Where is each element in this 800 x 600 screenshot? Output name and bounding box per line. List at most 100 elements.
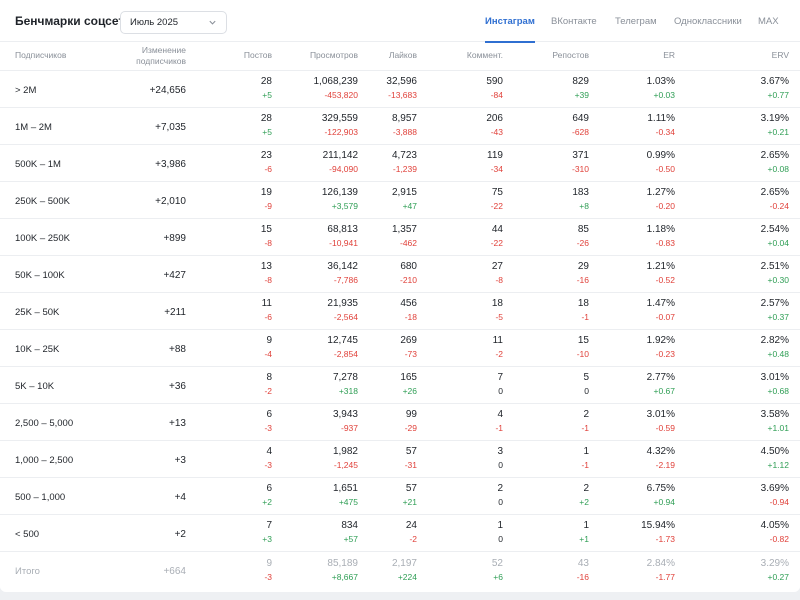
comments-value: 52 [491, 557, 503, 569]
table-row: 1,000 – 2,500 +3 4 -3 1,982 -1,245 57 -31 3 0 1 -1 4… [0, 440, 800, 478]
comments-delta: 0 [498, 497, 503, 507]
erv-value: 4.05% [760, 520, 789, 531]
table-row: > 2M +24,656 28 +5 1,068,239 -453,820 32,596 -1… [0, 70, 800, 108]
erv-value: 3.58% [760, 409, 789, 420]
posts-cell: 7 +3 [186, 514, 272, 552]
likes-value: 24 [405, 520, 417, 531]
comments-cell: 44 -22 [417, 218, 503, 256]
col-likes[interactable]: Лайков [358, 42, 417, 71]
likes-delta: +224 [397, 571, 417, 582]
posts-delta: -6 [264, 164, 272, 174]
erv-delta: +1.12 [767, 460, 789, 470]
reposts-delta: -26 [576, 238, 589, 248]
erv-delta: -0.24 [769, 201, 789, 211]
tab-odnoklassniki[interactable]: Одноклассники [674, 16, 742, 27]
reposts-value: 649 [572, 113, 589, 124]
month-select[interactable]: Июль 2025 [120, 11, 227, 34]
erv-value: 2.65% [760, 187, 789, 198]
erv-cell: 3.67% +0.77 [675, 70, 800, 108]
reposts-delta: -16 [576, 571, 589, 582]
er-value: 1.92% [646, 335, 675, 346]
er-cell: 1.92% -0.23 [589, 329, 675, 367]
likes-cell: 57 -31 [358, 440, 417, 478]
likes-delta: -1,239 [392, 164, 417, 174]
er-delta: -0.07 [655, 312, 675, 322]
subs-change-cell: +24,656 [100, 70, 186, 108]
erv-cell: 2.54% +0.04 [675, 218, 800, 256]
tab-vkontakte[interactable]: ВКонтакте [551, 16, 597, 27]
comments-delta: -84 [490, 90, 503, 100]
reposts-cell: 829 +39 [503, 70, 589, 108]
likes-value: 680 [400, 261, 417, 272]
comments-delta: -22 [490, 238, 503, 248]
col-comments[interactable]: Коммент. [417, 42, 503, 71]
views-delta: +8,667 [331, 571, 358, 582]
tab-instagram[interactable]: Инстаграм [485, 0, 535, 43]
views-cell: 329,559 -122,903 [272, 107, 358, 145]
posts-delta: +5 [262, 127, 272, 137]
subs-change-cell: +2 [100, 514, 186, 552]
comments-delta: 0 [498, 534, 503, 544]
er-delta: +0.67 [653, 386, 675, 396]
likes-cell: 24 -2 [358, 514, 417, 552]
reposts-delta: +2 [579, 497, 589, 507]
views-delta: +475 [338, 497, 358, 507]
erv-delta: +0.68 [767, 386, 789, 396]
er-value: 0.99% [646, 150, 675, 161]
likes-cell: 680 -210 [358, 255, 417, 293]
likes-cell: 456 -18 [358, 292, 417, 330]
views-value: 68,813 [327, 224, 358, 235]
subs-change-cell: +3,986 [100, 144, 186, 182]
range-cell: 2,500 – 5,000 [0, 403, 100, 441]
range-cell: 1,000 – 2,500 [0, 440, 100, 478]
posts-value: 9 [266, 557, 272, 569]
views-cell: 834 +57 [272, 514, 358, 552]
col-er[interactable]: ER [589, 42, 675, 71]
er-cell: 1.27% -0.20 [589, 181, 675, 219]
er-delta: -0.50 [655, 164, 675, 174]
subs-change-value: +7,035 [155, 121, 186, 133]
likes-value: 57 [405, 446, 417, 457]
range-cell: Итого [0, 551, 100, 589]
col-views[interactable]: Просмотров [272, 42, 358, 71]
tab-max[interactable]: MAX [758, 16, 779, 27]
posts-cell: 9 -3 [186, 551, 272, 589]
table-body: > 2M +24,656 28 +5 1,068,239 -453,820 32,596 -1… [0, 70, 800, 589]
views-cell: 7,278 +318 [272, 366, 358, 404]
likes-cell: 57 +21 [358, 477, 417, 515]
er-value: 4.32% [646, 446, 675, 457]
er-delta: +0.03 [653, 90, 675, 100]
posts-cell: 28 +5 [186, 107, 272, 145]
posts-delta: +5 [262, 90, 272, 100]
reposts-value: 5 [583, 372, 589, 383]
erv-cell: 3.19% +0.21 [675, 107, 800, 145]
likes-cell: 4,723 -1,239 [358, 144, 417, 182]
reposts-cell: 2 +2 [503, 477, 589, 515]
col-subscribers[interactable]: Подписчиков [0, 42, 100, 71]
col-erv[interactable]: ERV [675, 42, 800, 71]
views-delta: -122,903 [324, 127, 358, 137]
views-delta: +3,579 [331, 201, 358, 211]
reposts-delta: +1 [579, 534, 589, 544]
range-cell: 50K – 100K [0, 255, 100, 293]
table-row: 5K – 10K +36 8 -2 7,278 +318 165 +26 7 0 5 0 2.77% +0… [0, 366, 800, 404]
col-reposts[interactable]: Репостов [503, 42, 589, 71]
posts-value: 28 [260, 76, 272, 87]
subs-change-value: +899 [163, 232, 186, 244]
comments-delta: +6 [493, 571, 503, 582]
views-value: 36,142 [327, 261, 358, 272]
comments-cell: 75 -22 [417, 181, 503, 219]
tab-telegram[interactable]: Телеграм [615, 16, 657, 27]
er-value: 1.18% [646, 224, 675, 235]
posts-cell: 11 -6 [186, 292, 272, 330]
col-posts[interactable]: Постов [186, 42, 272, 71]
views-value: 211,142 [322, 150, 358, 161]
er-delta: -0.34 [655, 127, 675, 137]
likes-delta: -18 [404, 312, 417, 322]
posts-delta: -8 [264, 275, 272, 285]
views-cell: 21,935 -2,564 [272, 292, 358, 330]
erv-delta: +0.27 [767, 571, 789, 582]
col-subs-change[interactable]: Изменение подписчиков [100, 42, 186, 71]
